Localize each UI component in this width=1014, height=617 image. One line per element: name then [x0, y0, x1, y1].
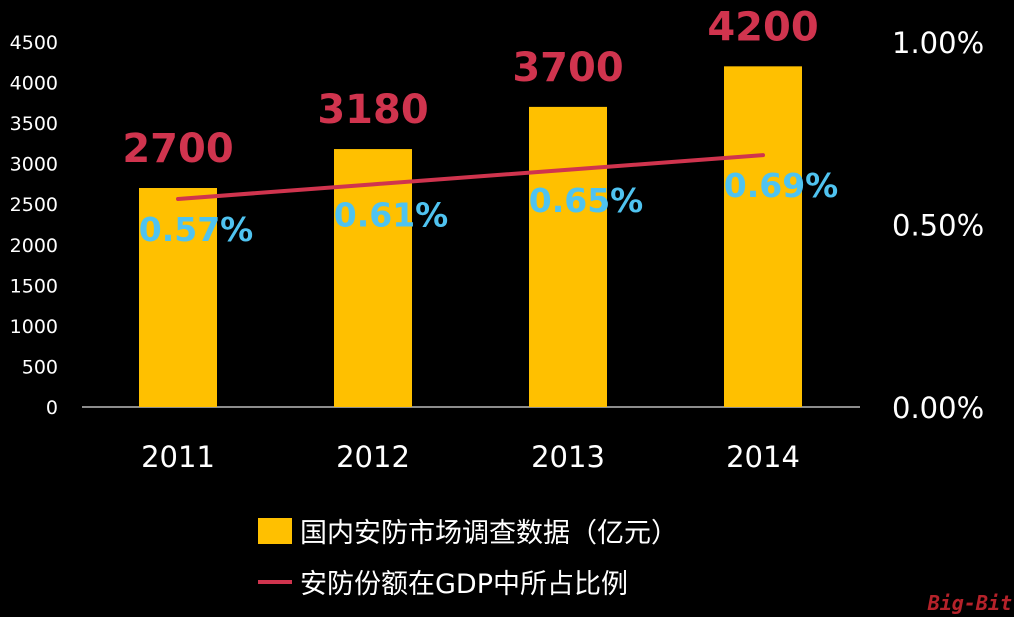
y-left-tick: 500: [22, 356, 58, 378]
y-left-tick: 1000: [10, 316, 58, 338]
legend-bar: 国内安防市场调查数据（亿元）: [258, 511, 678, 550]
y-left-tick: 4500: [10, 32, 58, 54]
y-left-tick: 2500: [10, 194, 58, 216]
bar-2011: [139, 188, 217, 407]
x-tick-label: 2011: [141, 440, 215, 474]
watermark-logo: Big-Bit: [927, 591, 1012, 615]
bar-value-label: 2700: [122, 126, 233, 172]
bar-2013: [529, 106, 607, 407]
line-value-label: 0.57%: [139, 210, 254, 249]
bar-value-label: 4200: [707, 4, 818, 50]
y-right-tick: 1.00%: [892, 26, 984, 60]
legend-line-label: 安防份额在GDP中所占比例: [300, 569, 628, 600]
y-left-tick: 0: [46, 397, 58, 419]
x-tick-label: 2012: [336, 440, 410, 474]
x-tick-label: 2014: [726, 440, 800, 474]
y-left-tick: 3000: [10, 154, 58, 176]
bar-value-label: 3180: [317, 87, 428, 133]
line-value-label: 0.69%: [724, 166, 839, 205]
y-right-tick: 0.50%: [892, 209, 984, 243]
y-left-tick: 1500: [10, 275, 58, 297]
legend-line: 安防份额在GDP中所占比例: [258, 562, 628, 601]
line-value-label: 0.61%: [334, 195, 449, 234]
y-left-tick: 4000: [10, 73, 58, 95]
line-series: [176, 153, 765, 201]
legend-line-swatch: [258, 579, 292, 584]
bar-2014: [724, 66, 802, 407]
legend-bar-label: 国内安防市场调查数据（亿元）: [300, 518, 678, 549]
y-left-tick: 3500: [10, 113, 58, 135]
y-left-tick: 2000: [10, 235, 58, 257]
legend-bar-swatch: [258, 517, 292, 544]
line-value-label: 0.65%: [529, 181, 644, 220]
x-tick-label: 2013: [531, 440, 605, 474]
bar-2012: [334, 149, 412, 408]
y-right-tick: 0.00%: [892, 391, 984, 425]
bar-value-label: 3700: [512, 45, 623, 91]
